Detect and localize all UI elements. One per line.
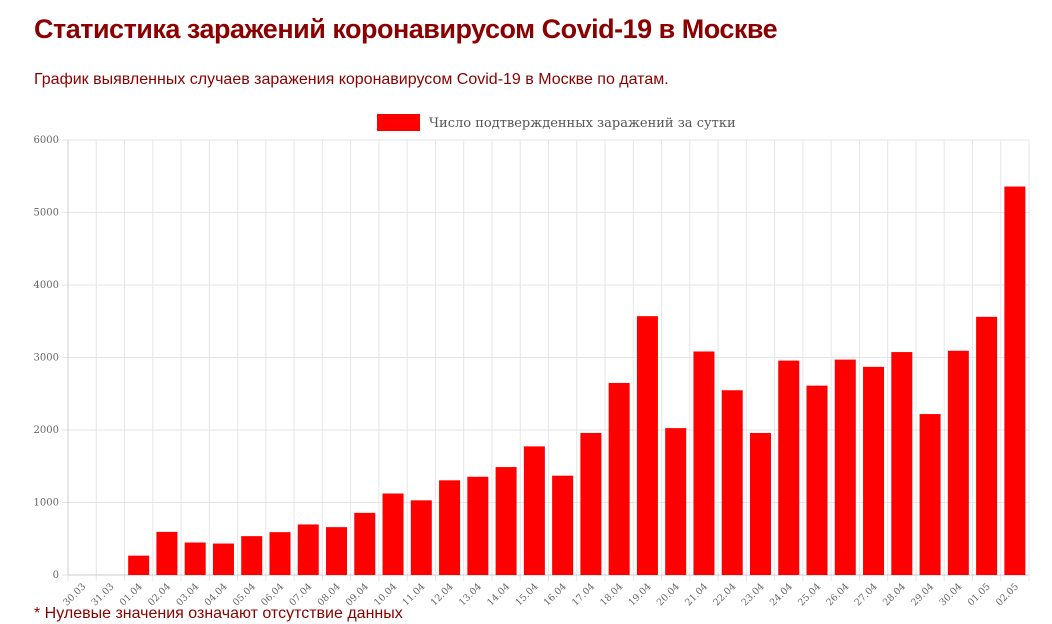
bar[interactable] xyxy=(834,359,856,575)
x-tick-label: 22.04 xyxy=(711,581,738,608)
bar[interactable] xyxy=(410,500,432,575)
x-tick-label: 27.04 xyxy=(853,581,880,608)
bar[interactable] xyxy=(863,366,885,575)
bar[interactable] xyxy=(693,351,715,575)
bar[interactable] xyxy=(749,432,771,575)
x-tick-label: 25.04 xyxy=(796,581,823,608)
bar[interactable] xyxy=(947,350,969,575)
x-tick-label: 26.04 xyxy=(824,581,851,608)
x-tick-label: 18.04 xyxy=(598,581,625,608)
bar[interactable] xyxy=(1004,186,1026,576)
x-tick-label: 29.04 xyxy=(909,581,936,608)
x-tick-label: 11.04 xyxy=(400,581,427,608)
bar[interactable] xyxy=(580,432,602,575)
bar[interactable] xyxy=(919,414,941,575)
page-title: Статистика заражений коронавирусом Covid… xyxy=(34,14,778,44)
bar[interactable] xyxy=(608,382,630,575)
y-tick-label: 0 xyxy=(53,570,59,581)
x-tick-label: 15.04 xyxy=(513,581,540,608)
x-tick-label: 19.04 xyxy=(627,581,654,608)
bar[interactable] xyxy=(891,352,913,575)
legend-label[interactable]: Число подтвержденных заражений за сутки xyxy=(429,116,736,131)
x-tick-label: 01.05 xyxy=(966,581,993,608)
bar[interactable] xyxy=(636,316,658,575)
bar[interactable] xyxy=(976,316,998,575)
x-tick-label: 20.04 xyxy=(655,581,682,608)
x-tick-label: 17.04 xyxy=(570,581,597,608)
bar[interactable] xyxy=(354,512,376,575)
bar[interactable] xyxy=(439,480,461,575)
y-tick-label: 6000 xyxy=(34,135,59,146)
x-tick-label: 14.04 xyxy=(485,581,512,608)
bar[interactable] xyxy=(128,555,150,575)
x-tick-label: 23.04 xyxy=(740,581,767,608)
x-tick-label: 24.04 xyxy=(768,581,795,608)
y-tick-label: 4000 xyxy=(34,280,59,291)
page-subtitle: График выявленных случаев заражения коро… xyxy=(34,71,669,88)
bar[interactable] xyxy=(382,493,404,575)
chart-bars xyxy=(128,186,1026,576)
bar[interactable] xyxy=(269,532,291,575)
bar[interactable] xyxy=(297,524,319,575)
bar[interactable] xyxy=(326,527,348,575)
bar[interactable] xyxy=(665,428,687,575)
y-tick-label: 1000 xyxy=(34,498,59,509)
chart-legend[interactable]: Число подтвержденных заражений за сутки xyxy=(377,114,736,131)
x-tick-label: 12.04 xyxy=(429,581,456,608)
bar[interactable] xyxy=(778,360,800,575)
bar[interactable] xyxy=(467,476,489,575)
x-tick-label: 02.05 xyxy=(994,581,1021,608)
y-tick-label: 5000 xyxy=(34,208,59,219)
bar[interactable] xyxy=(241,536,263,575)
bar[interactable] xyxy=(721,390,743,575)
x-tick-label: 21.04 xyxy=(683,581,710,608)
bar[interactable] xyxy=(523,446,545,575)
bar[interactable] xyxy=(212,543,234,575)
x-tick-label: 16.04 xyxy=(542,581,569,608)
y-tick-label: 3000 xyxy=(34,353,59,364)
x-tick-label: 13.04 xyxy=(457,581,484,608)
x-tick-label: 30.04 xyxy=(937,581,964,608)
legend-swatch[interactable] xyxy=(377,114,420,131)
bar[interactable] xyxy=(806,385,828,575)
bar[interactable] xyxy=(552,475,574,575)
y-tick-label: 2000 xyxy=(34,425,59,436)
bar[interactable] xyxy=(156,531,178,575)
footnote: * Нулевые значения означают отсутствие д… xyxy=(34,605,403,622)
bar[interactable] xyxy=(495,467,517,575)
x-tick-label: 28.04 xyxy=(881,581,908,608)
bar[interactable] xyxy=(184,542,206,575)
